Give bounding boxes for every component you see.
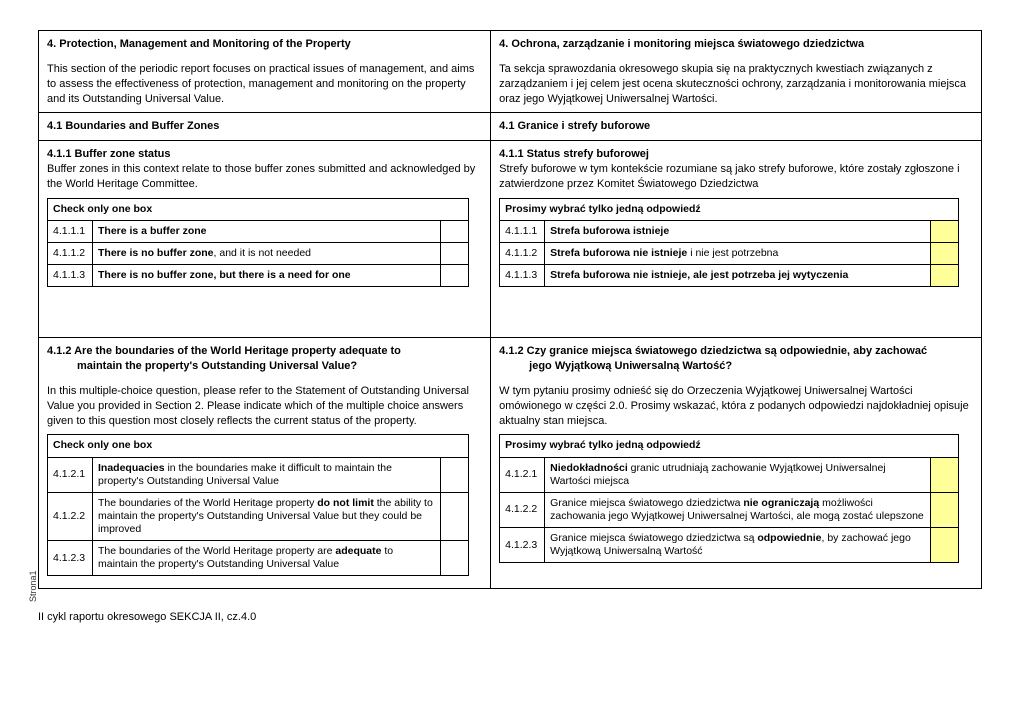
section-411-right-body: Strefy buforowe w tym kontekście rozumia… [499, 162, 973, 192]
checkbox-cell[interactable] [441, 265, 469, 287]
section-412-right-body: W tym pytaniu prosimy odnieść się do Orz… [499, 384, 973, 429]
section-411-row: 4.1.1 Buffer zone status Buffer zones in… [39, 141, 981, 338]
table-412-en: Check only one box 4.1.2.1 Inadequacies … [47, 434, 469, 576]
checkbox-cell[interactable] [441, 220, 469, 242]
cell-text: Granice miejsca światowego dziedzictwa n… [545, 492, 931, 527]
checkbox-cell[interactable] [441, 243, 469, 265]
cell-text: Niedokładności granic utrudniają zachowa… [545, 457, 931, 492]
section-412-right-title2: jego Wyjątkową Uniwersalną Wartość? [499, 359, 973, 374]
cell-text: Granice miejsca światowego dziedzictwa s… [545, 528, 931, 563]
cell-num: 4.1.1.3 [48, 265, 93, 287]
section-41-right: 4.1 Granice i strefy buforowe [491, 113, 981, 140]
check-one-en: Check only one box [48, 435, 469, 457]
cell-num: 4.1.1.1 [48, 220, 93, 242]
cell-num: 4.1.2.3 [500, 528, 545, 563]
section-412-left-title1: 4.1.2 Are the boundaries of the World He… [47, 344, 482, 359]
page-footer: II cykl raportu okresowego SEKCJA II, cz… [38, 611, 982, 623]
section-411-left: 4.1.1 Buffer zone status Buffer zones in… [39, 141, 491, 337]
section-41-left: 4.1 Boundaries and Buffer Zones [39, 113, 491, 140]
cell-text: The boundaries of the World Heritage pro… [93, 492, 441, 540]
checkbox-cell[interactable] [930, 243, 958, 265]
cell-text: Strefa buforowa istnieje [545, 220, 931, 242]
cell-num: 4.1.1.2 [48, 243, 93, 265]
cell-num: 4.1.2.2 [500, 492, 545, 527]
section-4-right-body: Ta sekcja sprawozdania okresowego skupia… [499, 62, 973, 107]
checkbox-cell[interactable] [441, 492, 469, 540]
section-412-left-title2: maintain the property's Outstanding Univ… [47, 359, 482, 374]
cell-num: 4.1.2.2 [48, 492, 93, 540]
section-4-left-title: 4. Protection, Management and Monitoring… [47, 37, 482, 52]
cell-text: There is no buffer zone, and it is not n… [93, 243, 441, 265]
section-412-right: 4.1.2 Czy granice miejsca światowego dzi… [491, 338, 981, 588]
cell-num: 4.1.1.2 [500, 243, 545, 265]
section-4-header-row: 4. Protection, Management and Monitoring… [39, 31, 981, 113]
checkbox-cell[interactable] [441, 457, 469, 492]
cell-num: 4.1.2.3 [48, 541, 93, 576]
section-412-row: 4.1.2 Are the boundaries of the World He… [39, 338, 981, 588]
check-one-pl: Prosimy wybrać tylko jedną odpowiedź [500, 198, 959, 220]
section-412-left: 4.1.2 Are the boundaries of the World He… [39, 338, 491, 588]
section-411-left-title: 4.1.1 Buffer zone status [47, 147, 482, 162]
section-411-right-title: 4.1.1 Status strefy buforowej [499, 147, 973, 162]
section-4-left: 4. Protection, Management and Monitoring… [39, 31, 491, 112]
cell-text: Strefa buforowa nie istnieje i nie jest … [545, 243, 931, 265]
cell-text: Inadequacies in the boundaries make it d… [93, 457, 441, 492]
section-4-right: 4. Ochrona, zarządzanie i monitoring mie… [491, 31, 981, 112]
table-411-pl: Prosimy wybrać tylko jedną odpowiedź 4.1… [499, 198, 959, 288]
section-41-row: 4.1 Boundaries and Buffer Zones 4.1 Gran… [39, 113, 981, 141]
cell-text: There is a buffer zone [93, 220, 441, 242]
cell-text: There is no buffer zone, but there is a … [93, 265, 441, 287]
cell-num: 4.1.2.1 [48, 457, 93, 492]
check-one-pl: Prosimy wybrać tylko jedną odpowiedź [500, 435, 959, 457]
cell-num: 4.1.1.3 [500, 265, 545, 287]
section-4-right-title: 4. Ochrona, zarządzanie i monitoring mie… [499, 37, 973, 52]
checkbox-cell[interactable] [930, 265, 958, 287]
section-411-left-body: Buffer zones in this context relate to t… [47, 162, 482, 192]
section-411-right: 4.1.1 Status strefy buforowej Strefy buf… [491, 141, 981, 337]
cell-num: 4.1.2.1 [500, 457, 545, 492]
checkbox-cell[interactable] [930, 220, 958, 242]
section-4-left-body: This section of the periodic report focu… [47, 62, 482, 107]
checkbox-cell[interactable] [930, 492, 958, 527]
checkbox-cell[interactable] [441, 541, 469, 576]
table-412-pl: Prosimy wybrać tylko jedną odpowiedź 4.1… [499, 434, 959, 563]
document-table: 4. Protection, Management and Monitoring… [38, 30, 982, 589]
section-412-right-title1: 4.1.2 Czy granice miejsca światowego dzi… [499, 344, 973, 359]
checkbox-cell[interactable] [930, 457, 958, 492]
check-one-en: Check only one box [48, 198, 469, 220]
cell-text: The boundaries of the World Heritage pro… [93, 541, 441, 576]
table-411-en: Check only one box 4.1.1.1 There is a bu… [47, 198, 469, 288]
cell-text: Strefa buforowa nie istnieje, ale jest p… [545, 265, 931, 287]
checkbox-cell[interactable] [930, 528, 958, 563]
section-412-left-body: In this multiple-choice question, please… [47, 384, 482, 429]
page-side-label: Strona1 [28, 570, 38, 602]
cell-num: 4.1.1.1 [500, 220, 545, 242]
